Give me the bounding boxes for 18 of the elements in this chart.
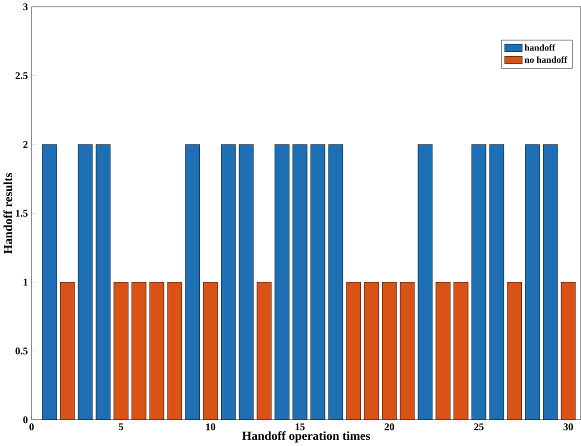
x-tick-label: 5 <box>118 423 124 430</box>
x-tick-label: 0 <box>29 423 34 430</box>
y-tick-label: 0 <box>23 416 28 424</box>
x-tick-label: 20 <box>384 423 394 430</box>
x-tick-label: 30 <box>564 423 574 430</box>
x-axis-title: Handoff operation times <box>242 431 370 443</box>
legend-label: handoff <box>524 44 556 51</box>
x-tick-label: 10 <box>206 423 216 430</box>
y-tick-label: 2.5 <box>16 72 28 80</box>
legend-label: no handoff <box>524 56 568 63</box>
y-tick-label: 1.5 <box>16 210 28 217</box>
y-tick-label: 3 <box>23 3 28 10</box>
x-tick-label: 25 <box>474 423 484 430</box>
y-axis-title: Handoff results <box>3 172 12 254</box>
y-tick-label: 2 <box>23 141 28 148</box>
x-tick-label: 15 <box>296 423 305 430</box>
y-tick-label: 0.5 <box>16 348 28 354</box>
y-tick-label: 1 <box>24 278 28 286</box>
